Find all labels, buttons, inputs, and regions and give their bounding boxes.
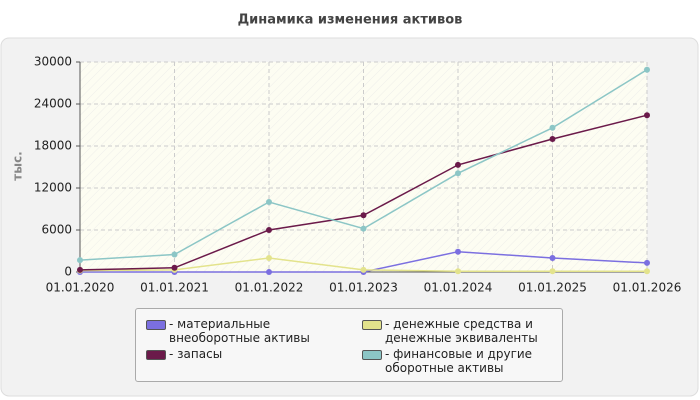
data-point bbox=[266, 255, 272, 261]
data-point bbox=[360, 212, 367, 219]
legend-label: денежные средства и денежные эквиваленты bbox=[385, 317, 552, 345]
data-point bbox=[455, 268, 461, 275]
data-point bbox=[549, 268, 556, 275]
data-point bbox=[455, 248, 461, 255]
y-tick-label: 6000 bbox=[41, 223, 72, 237]
x-tick-label: 01.01.2023 bbox=[329, 281, 398, 295]
data-point bbox=[644, 268, 650, 275]
data-point bbox=[171, 264, 178, 271]
y-axis-label: тыс. bbox=[11, 151, 25, 180]
data-point bbox=[549, 136, 556, 142]
legend-swatch bbox=[362, 350, 382, 360]
legend-swatch bbox=[146, 320, 166, 330]
x-tick-label: 01.01.2020 bbox=[46, 281, 115, 295]
y-tick-label: 18000 bbox=[34, 139, 72, 153]
x-tick-label: 01.01.2021 bbox=[140, 281, 209, 295]
legend-item: финансовые и другие оборотные активы bbox=[362, 347, 552, 375]
data-point bbox=[360, 266, 367, 273]
data-point bbox=[644, 66, 650, 73]
x-tick-label: 01.01.2026 bbox=[613, 281, 682, 295]
legend-label: финансовые и другие оборотные активы bbox=[385, 347, 552, 375]
data-point bbox=[360, 225, 367, 232]
legend-label: запасы bbox=[169, 347, 222, 361]
data-point bbox=[266, 227, 272, 233]
data-point bbox=[266, 269, 272, 275]
data-point bbox=[549, 255, 556, 261]
y-tick-label: 24000 bbox=[34, 97, 72, 111]
legend-swatch bbox=[362, 320, 382, 330]
x-tick-label: 01.01.2025 bbox=[518, 281, 587, 295]
data-point bbox=[455, 170, 461, 177]
legend: материальные внеоборотные активы денежные… bbox=[135, 308, 563, 382]
legend-item: денежные средства и денежные эквиваленты bbox=[362, 317, 552, 345]
legend-item: материальные внеоборотные активы bbox=[146, 317, 362, 345]
legend-swatch bbox=[146, 350, 166, 360]
data-point bbox=[644, 259, 650, 266]
data-point bbox=[266, 199, 272, 205]
x-tick-label: 01.01.2022 bbox=[235, 281, 304, 295]
y-tick-label: 0 bbox=[64, 265, 72, 279]
y-tick-label: 30000 bbox=[34, 55, 72, 69]
legend-item: запасы bbox=[146, 347, 362, 375]
data-point bbox=[171, 251, 178, 258]
data-point bbox=[644, 112, 650, 119]
x-tick-label: 01.01.2024 bbox=[424, 281, 493, 295]
data-point bbox=[77, 257, 83, 264]
chart-title: Динамика изменения активов bbox=[238, 13, 463, 28]
data-point bbox=[549, 124, 556, 131]
data-point bbox=[455, 161, 461, 168]
legend-label: материальные внеоборотные активы bbox=[169, 317, 362, 345]
y-tick-label: 12000 bbox=[34, 181, 72, 195]
data-point bbox=[77, 266, 83, 273]
